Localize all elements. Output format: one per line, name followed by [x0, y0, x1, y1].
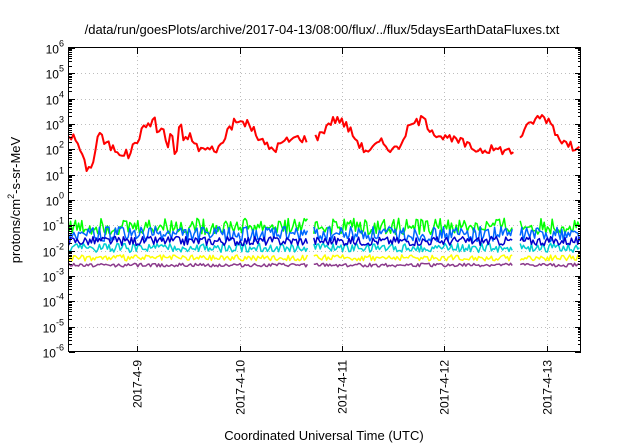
y-tick-label: 10-2 — [43, 242, 64, 260]
x-tick-label: 2017-4-12 — [438, 360, 452, 415]
grid-lines — [69, 48, 581, 352]
x-tick-label: 2017-4-11 — [336, 360, 350, 414]
y-tick-label: 10-4 — [43, 292, 64, 310]
series-line-4 — [68, 242, 580, 254]
y-tick-label: 100 — [46, 191, 64, 209]
plot-frame — [68, 47, 581, 352]
y-tick-label: 10-6 — [43, 343, 64, 361]
series-line-6 — [68, 254, 581, 262]
y-axis-label: protons/cm2-s-sr-MeV — [6, 136, 23, 263]
y-tick-label: 103 — [46, 115, 64, 133]
chart-title: /data/run/goesPlots/archive/2017-04-13/0… — [85, 22, 560, 37]
y-tick-label: 101 — [46, 166, 64, 184]
series-layer — [68, 114, 581, 268]
y-tick-label: 104 — [46, 90, 64, 108]
series-line-1 — [68, 114, 581, 172]
y-tick-label: 106 — [46, 39, 64, 57]
series-line-7 — [68, 262, 580, 268]
y-tick-label: 10-5 — [43, 318, 64, 336]
y-tick-label: 102 — [46, 140, 64, 158]
x-tick-label: 2017-4-13 — [541, 360, 555, 415]
x-tick-label: 2017-4-10 — [234, 360, 248, 415]
x-tick-label: 2017-4-9 — [131, 360, 145, 408]
y-tick-label: 10-1 — [43, 216, 64, 234]
y-tick-label: 10-3 — [43, 267, 64, 285]
x-axis-label: Coordinated Universal Time (UTC) — [224, 428, 423, 443]
y-tick-label: 105 — [46, 64, 64, 82]
series-line-5 — [68, 235, 581, 247]
